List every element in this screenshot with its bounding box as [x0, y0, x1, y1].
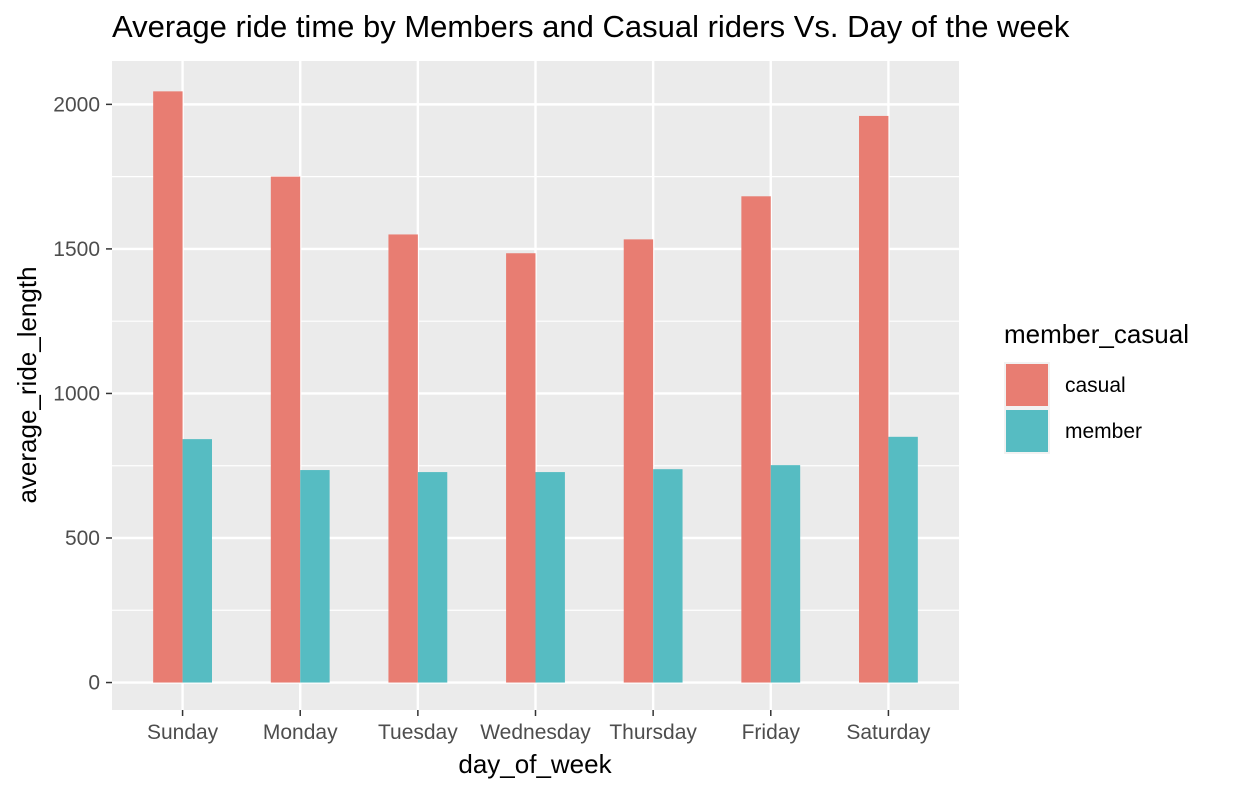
- y-axis: 0 500 1000 1500 2000: [53, 93, 112, 695]
- bar-member-monday: [300, 470, 330, 683]
- bar-member-tuesday: [417, 472, 448, 683]
- legend-swatch-casual: [1006, 364, 1048, 406]
- x-axis-title: day_of_week: [458, 749, 612, 779]
- y-tick-label: 0: [88, 672, 100, 695]
- x-tick-label: Thursday: [609, 721, 697, 744]
- chart-title: Average ride time by Members and Casual …: [112, 9, 1070, 44]
- legend-items: casual member: [1004, 362, 1142, 454]
- legend-label-member: member: [1065, 420, 1142, 443]
- x-axis: Sunday Monday Tuesday Wednesday Thursday Frid…: [147, 710, 931, 744]
- legend-label-casual: casual: [1065, 374, 1126, 397]
- bar-member-thursday: [653, 469, 683, 683]
- bar-casual-friday: [741, 196, 771, 683]
- bar-casual-thursday: [623, 239, 654, 683]
- y-tick-label: 2000: [53, 93, 100, 116]
- bar-member-wednesday: [535, 472, 565, 683]
- bar-casual-sunday: [153, 91, 183, 683]
- bar-layer: [153, 91, 918, 683]
- bar-casual-saturday: [859, 115, 889, 683]
- y-axis-title: average_ride_length: [12, 266, 42, 503]
- legend-title: member_casual: [1004, 319, 1189, 349]
- legend: member_casual casual member: [1004, 319, 1189, 454]
- y-tick-label: 500: [65, 527, 100, 550]
- bar-member-saturday: [888, 436, 918, 683]
- legend-swatch-member: [1006, 410, 1048, 452]
- bar-member-sunday: [182, 439, 212, 683]
- x-tick-label: Sunday: [147, 721, 219, 744]
- x-tick-label: Monday: [263, 721, 338, 744]
- bar-member-friday: [770, 465, 801, 683]
- bar-casual-wednesday: [506, 253, 536, 683]
- x-tick-label: Tuesday: [378, 721, 458, 744]
- bar-casual-tuesday: [388, 234, 418, 683]
- x-tick-label: Saturday: [846, 721, 931, 744]
- x-tick-label: Friday: [742, 721, 801, 744]
- x-tick-label: Wednesday: [480, 721, 591, 744]
- y-tick-label: 1500: [53, 238, 100, 261]
- y-tick-label: 1000: [53, 382, 100, 405]
- bar-casual-monday: [270, 176, 301, 683]
